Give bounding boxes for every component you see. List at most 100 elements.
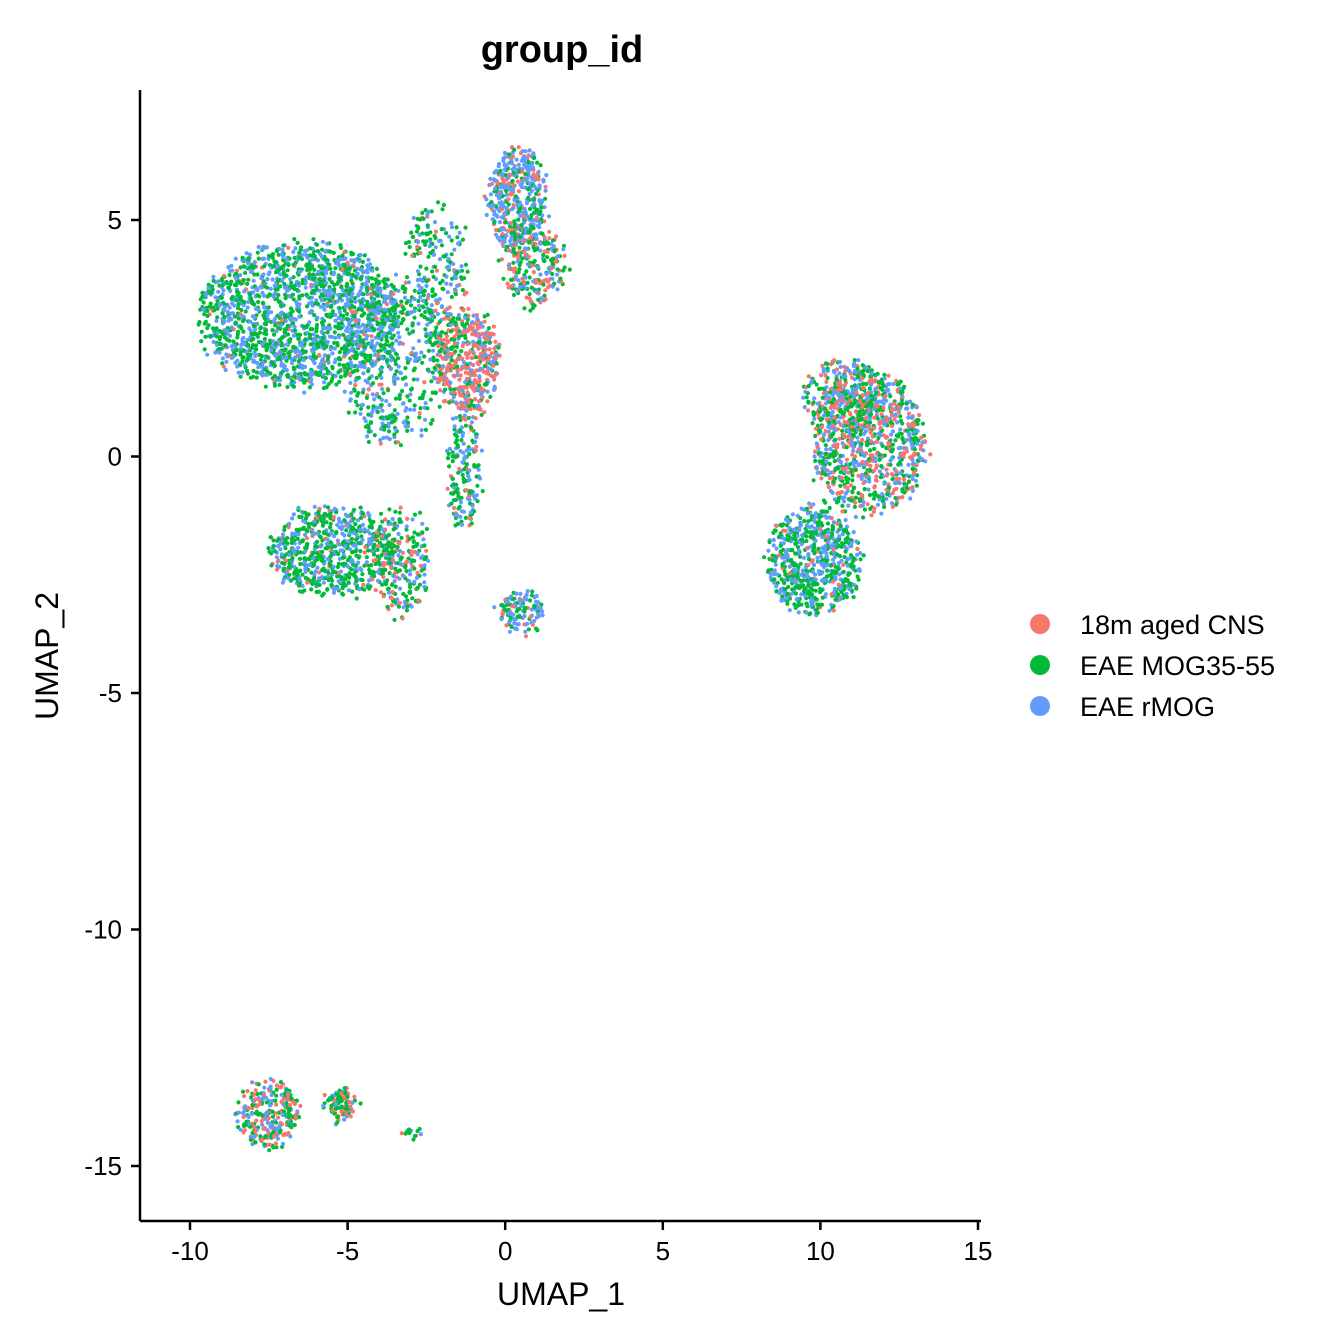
data-point	[423, 327, 428, 332]
data-point	[313, 569, 318, 574]
data-point	[527, 292, 532, 297]
data-point	[397, 510, 402, 515]
data-point	[389, 336, 395, 341]
data-point	[349, 295, 354, 300]
data-point	[325, 330, 330, 335]
data-point	[452, 424, 457, 429]
data-point	[347, 372, 352, 377]
data-point	[374, 310, 379, 315]
data-point	[412, 315, 417, 320]
data-point	[422, 580, 427, 585]
data-point	[393, 427, 398, 432]
data-point	[525, 280, 530, 285]
data-point	[541, 258, 546, 263]
data-point	[382, 547, 387, 552]
data-point	[310, 349, 315, 354]
data-point	[347, 320, 352, 325]
data-point	[407, 244, 412, 250]
data-point	[474, 493, 479, 498]
data-point	[521, 210, 526, 215]
data-point	[416, 321, 421, 326]
data-point	[328, 525, 333, 530]
data-point	[513, 251, 518, 256]
data-point	[334, 510, 339, 515]
data-point	[417, 415, 422, 420]
data-point	[369, 312, 374, 317]
data-point	[331, 534, 337, 539]
data-point	[846, 503, 851, 508]
data-point	[420, 360, 425, 365]
data-point	[452, 337, 457, 343]
data-point	[311, 332, 316, 337]
data-point	[432, 220, 438, 225]
data-point	[550, 238, 556, 243]
data-point	[387, 308, 392, 314]
data-point	[281, 243, 286, 248]
data-point	[346, 588, 351, 593]
data-point	[199, 339, 204, 344]
data-point	[246, 277, 251, 282]
data-point	[473, 448, 478, 453]
data-point	[412, 288, 417, 293]
data-point	[274, 248, 279, 254]
data-point	[500, 176, 505, 181]
data-point	[360, 390, 365, 395]
data-point	[392, 537, 397, 542]
data-point	[289, 280, 294, 285]
data-point	[321, 342, 326, 348]
data-point	[280, 318, 285, 323]
data-point	[376, 570, 381, 575]
data-point	[369, 334, 374, 339]
data-point	[346, 302, 351, 307]
data-point	[296, 304, 301, 309]
data-point	[491, 324, 496, 329]
data-point	[214, 318, 219, 323]
data-point	[340, 562, 345, 567]
data-point	[290, 309, 295, 314]
data-point	[339, 520, 344, 525]
data-point	[507, 152, 512, 157]
data-point	[412, 297, 417, 302]
data-point	[463, 515, 468, 521]
data-point	[344, 293, 349, 298]
data-point	[419, 350, 424, 355]
data-point	[254, 287, 259, 292]
data-point	[415, 240, 421, 245]
data-point	[531, 172, 536, 177]
data-point	[327, 561, 332, 566]
data-point	[273, 290, 278, 296]
data-point	[305, 529, 310, 534]
data-point	[405, 604, 410, 609]
data-point	[366, 405, 371, 410]
data-point	[222, 315, 227, 320]
data-point	[433, 264, 438, 269]
data-point	[526, 627, 531, 632]
data-point	[520, 169, 525, 174]
data-point	[352, 296, 357, 301]
data-point	[356, 560, 361, 565]
data-point	[397, 548, 402, 554]
data-point	[336, 315, 341, 321]
data-point	[475, 403, 480, 408]
data-point	[461, 476, 466, 481]
data-point	[327, 262, 332, 267]
data-point	[901, 477, 907, 482]
data-point	[391, 291, 396, 296]
data-point	[362, 253, 367, 258]
data-point	[302, 390, 307, 395]
data-point	[398, 557, 403, 562]
data-point	[403, 251, 408, 256]
data-point	[449, 225, 455, 230]
data-point	[239, 342, 244, 347]
data-point	[304, 372, 309, 377]
data-point	[404, 608, 410, 613]
data-point	[525, 589, 530, 594]
data-point	[882, 453, 888, 458]
data-point	[238, 265, 243, 270]
data-point	[320, 556, 325, 561]
data-point	[244, 368, 250, 373]
data-point	[295, 287, 300, 292]
data-point	[283, 327, 289, 332]
data-point	[491, 363, 496, 368]
data-point	[474, 444, 479, 449]
